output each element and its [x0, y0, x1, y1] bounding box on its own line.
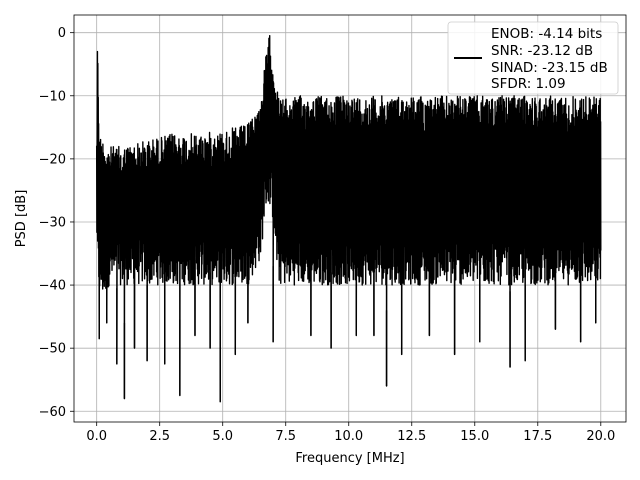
x-tick-label: 5.0: [212, 429, 233, 444]
legend: ENOB: -4.14 bits SNR: -23.12 dB SINAD: -…: [447, 21, 619, 95]
legend-entry-sinad: SINAD: -23.15 dB: [491, 60, 608, 76]
x-tick-label: 20.0: [586, 429, 615, 444]
y-tick-label: 0: [58, 26, 66, 41]
x-tick-label: 2.5: [149, 429, 170, 444]
x-tick-label: 0.0: [86, 429, 107, 444]
y-tick-label: −30: [39, 215, 66, 230]
x-axis-label: Frequency [MHz]: [295, 451, 404, 466]
x-tick-label: 15.0: [460, 429, 489, 444]
y-axis-label: PSD [dB]: [14, 190, 29, 248]
y-tick-label: −20: [39, 152, 66, 167]
y-tick-label: −10: [39, 89, 66, 104]
x-tick-label: 10.0: [334, 429, 363, 444]
y-tick-label: −40: [39, 279, 66, 294]
legend-box: [447, 21, 619, 95]
legend-entry-enob: ENOB: -4.14 bits: [491, 26, 602, 42]
psd-series-line: [95, 34, 602, 403]
data-layer: [95, 34, 602, 403]
plot-frame: [73, 14, 627, 423]
tick-layer: 0.0 2.5 5.0 7.5 10.0 12.5 15.0 17.5 20.0 0 −10 −20 −…: [39, 26, 616, 444]
x-tick-label: 17.5: [523, 429, 552, 444]
y-tick-label: −60: [39, 405, 66, 420]
y-tick-label: −50: [39, 342, 66, 357]
x-tick-label: 7.5: [275, 429, 296, 444]
x-tick-label: 12.5: [397, 429, 426, 444]
legend-entry-sfdr: SFDR: 1.09: [491, 76, 566, 92]
legend-entry-snr: SNR: -23.12 dB: [491, 43, 593, 59]
